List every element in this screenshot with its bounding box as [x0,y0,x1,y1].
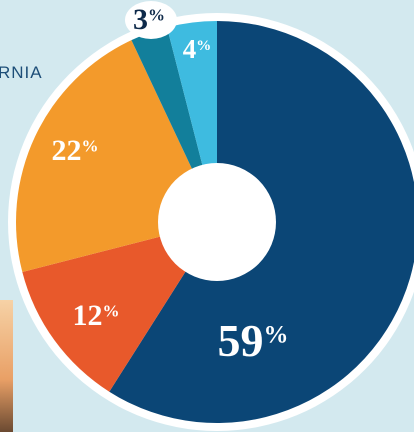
photo-edge [0,300,13,432]
donut-hole [158,163,276,281]
background-text: RNIA [0,63,43,82]
page: {"chart_data": {"type": "donut", "backgr… [0,0,414,432]
chart: RNIA 59%12%22%3%4% [0,0,414,432]
